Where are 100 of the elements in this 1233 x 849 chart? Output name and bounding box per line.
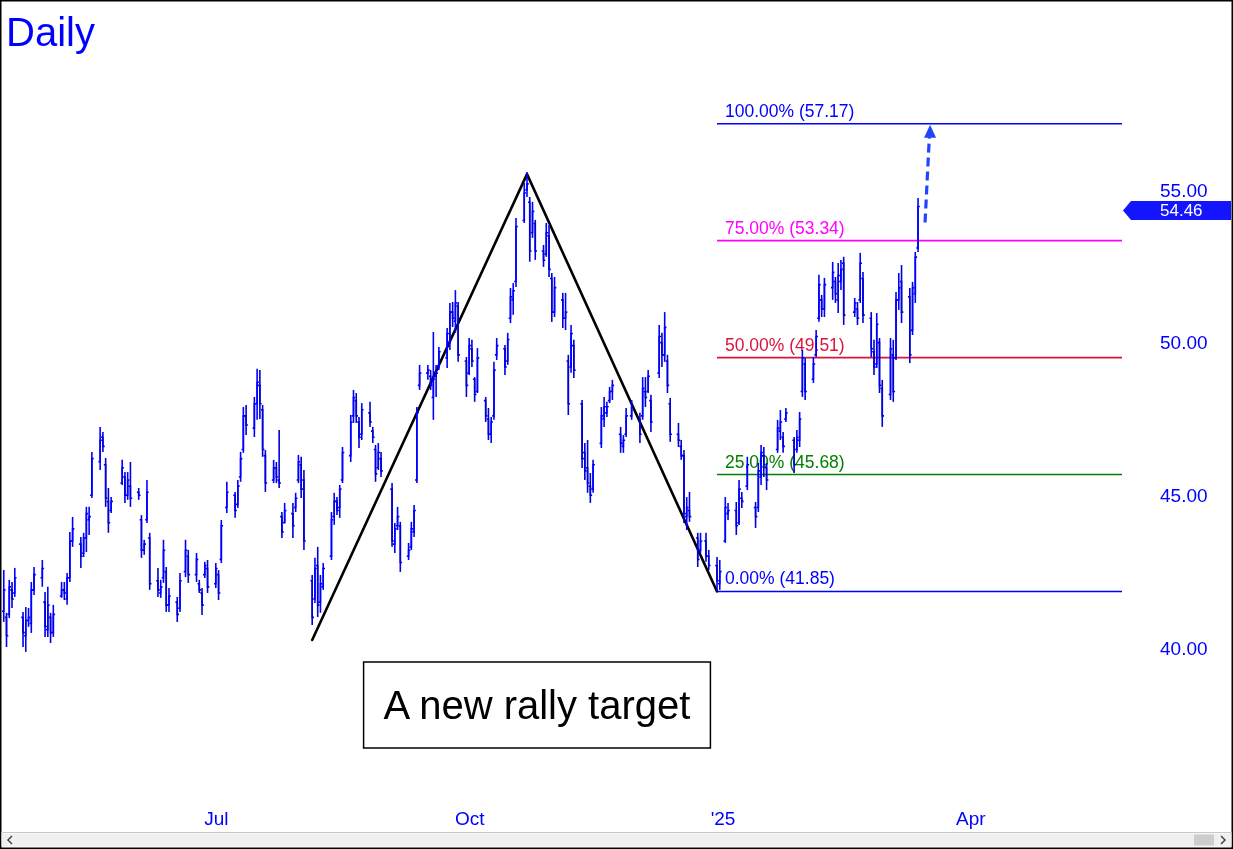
candlestick [915, 197, 921, 253]
candlestick [378, 451, 384, 478]
candlestick [722, 496, 728, 544]
candlestick [213, 562, 219, 589]
candlestick [42, 591, 48, 638]
candlestick [802, 357, 808, 401]
x-tick-label: Jul [204, 808, 229, 830]
candlestick [637, 412, 643, 444]
candlestick [232, 491, 238, 519]
candlestick [147, 532, 153, 591]
candlestick [874, 312, 880, 369]
candlestick [664, 354, 671, 394]
candlestick [551, 276, 558, 318]
candlestick [527, 196, 533, 263]
candlestick [852, 297, 858, 318]
candlestick [507, 287, 514, 324]
candlestick [565, 354, 571, 416]
ref-line-label: 75.00% (53.34) [725, 217, 845, 238]
candlestick [502, 344, 508, 376]
candlestick [568, 324, 574, 374]
candlestick [659, 332, 665, 368]
y-tick-label: 50.00 [1160, 332, 1208, 354]
candlestick [309, 574, 315, 626]
candlestick [312, 557, 318, 604]
candlestick [372, 444, 379, 483]
candlestick [119, 459, 125, 486]
candlestick [240, 406, 246, 454]
candlestick [78, 536, 84, 569]
candlestick [780, 431, 786, 454]
candlestick [339, 446, 346, 484]
candlestick [224, 481, 230, 514]
candlestick [543, 222, 549, 258]
candlestick [816, 274, 822, 323]
candlestick [315, 546, 321, 618]
y-tick-label: 40.00 [1160, 637, 1208, 659]
candlestick [830, 261, 836, 301]
candlestick [279, 511, 285, 539]
candlestick [218, 519, 224, 564]
candlestick [860, 271, 866, 324]
candlestick [739, 491, 745, 509]
candlestick [243, 404, 249, 436]
annotation: A new rally target [383, 683, 691, 727]
y-tick-label: 55.00 [1160, 179, 1208, 201]
candlestick [12, 567, 18, 598]
candlestick [835, 262, 841, 314]
x-tick-label: Apr [956, 808, 987, 830]
candlestick [144, 479, 150, 524]
candlestick [414, 406, 420, 484]
candlestick [472, 376, 478, 403]
chart-title: Daily [6, 10, 95, 54]
candlestick [50, 604, 56, 638]
ref-line-label: 0.00% (41.85) [725, 568, 835, 589]
candlestick [684, 496, 690, 531]
candlestick [20, 611, 26, 648]
candlestick [841, 256, 847, 326]
candlestick [695, 532, 701, 568]
candlestick [174, 596, 180, 623]
candlestick [463, 356, 470, 398]
candlestick [662, 311, 668, 363]
candlestick [571, 339, 577, 379]
candlestick [505, 332, 511, 366]
candlestick [177, 572, 183, 613]
candlestick [375, 442, 381, 471]
candlestick [648, 394, 654, 433]
candlestick [295, 454, 302, 484]
candlestick [656, 324, 662, 379]
candlestick [367, 401, 373, 428]
candlestick [645, 369, 651, 394]
candlestick [397, 521, 403, 573]
candlestick [83, 506, 89, 553]
candlestick [276, 429, 282, 489]
candlestick [389, 482, 395, 548]
candlestick [733, 501, 739, 536]
candlestick [590, 459, 596, 494]
candlestick [810, 356, 816, 384]
candlestick [3, 612, 10, 648]
candlestick [97, 426, 103, 471]
x-tick-label: '25 [710, 808, 736, 830]
candlestick [125, 471, 131, 501]
candlestick [100, 431, 106, 453]
candlestick [560, 292, 566, 329]
candlestick [469, 339, 475, 368]
candlestick [857, 252, 863, 304]
x-tick-label: Oct [454, 808, 486, 830]
candlestick [89, 451, 95, 499]
candlestick [9, 581, 15, 609]
candlestick [529, 201, 536, 239]
candlestick [359, 402, 365, 441]
candlestick [193, 552, 200, 583]
candlestick [494, 337, 500, 361]
candlestick [532, 219, 538, 261]
candlestick [166, 587, 172, 613]
candlestick [290, 502, 296, 539]
candlestick [337, 484, 343, 519]
candlestick [907, 287, 913, 364]
y-tick-label: 45.00 [1160, 484, 1208, 506]
candlestick [455, 301, 461, 363]
candlestick [667, 397, 673, 443]
ref-line-label: 100.00% (57.17) [725, 100, 855, 121]
candlestick [185, 549, 191, 584]
